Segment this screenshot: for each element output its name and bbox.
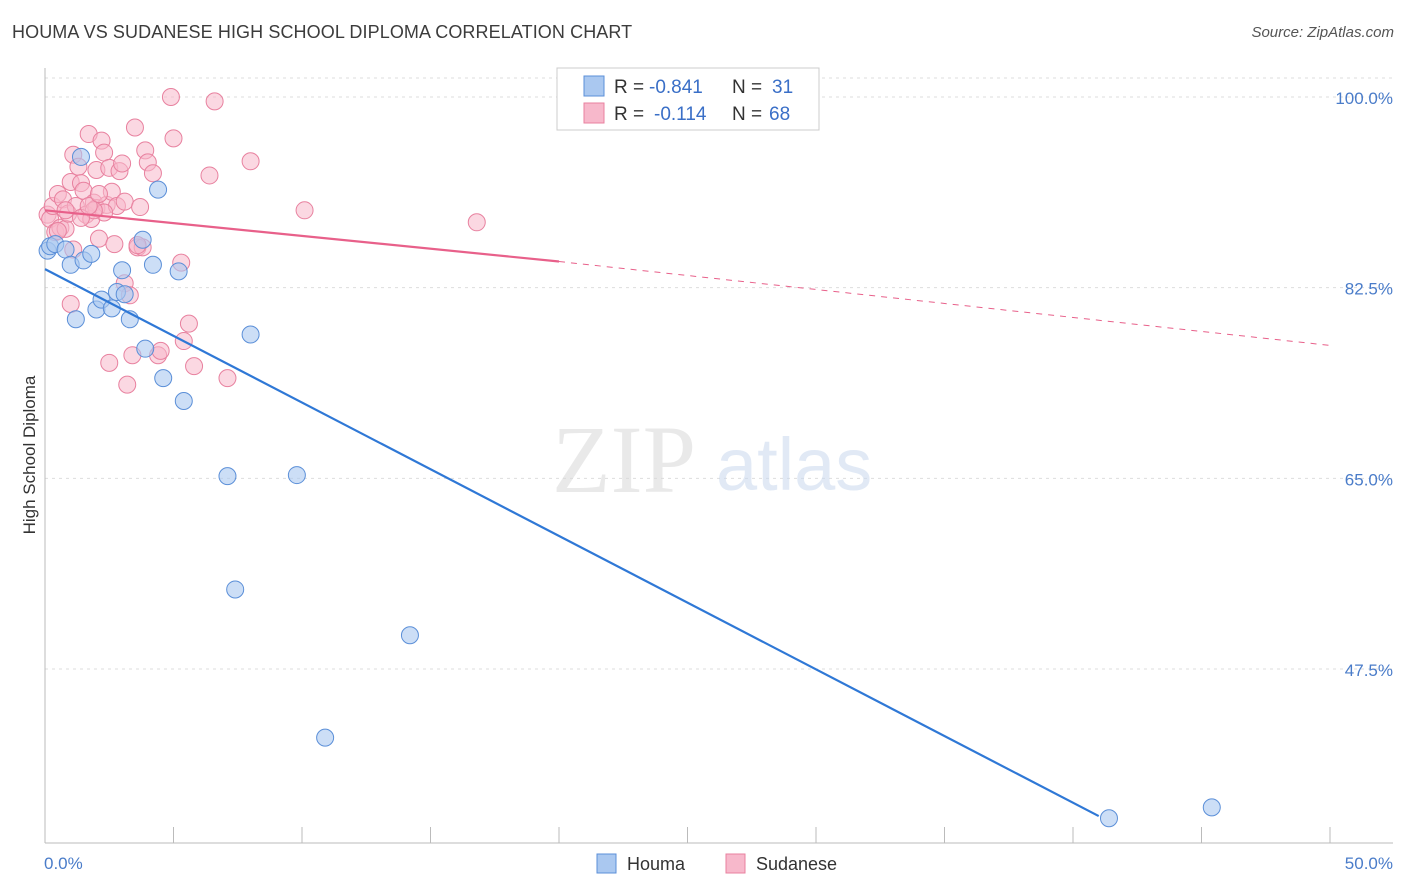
bottom-legend-swatch-houma[interactable] <box>596 853 617 874</box>
sudanese-point[interactable] <box>115 192 134 211</box>
legend-r-label-houma: R = <box>614 77 644 98</box>
x-tick-labels: 0.0% 50.0% <box>44 854 1393 873</box>
sudanese-point[interactable] <box>200 166 219 185</box>
sudanese-point[interactable] <box>89 184 108 203</box>
sudanese-point[interactable] <box>89 229 108 248</box>
sudanese-point[interactable] <box>205 92 224 111</box>
sudanese-point[interactable] <box>467 213 486 232</box>
sudanese-point[interactable] <box>164 129 183 148</box>
watermark-zip: ZIP <box>552 406 696 513</box>
sudanese-point[interactable] <box>61 295 80 314</box>
legend-n-label-sudanese: N = <box>732 104 762 125</box>
houma-point[interactable] <box>143 255 162 274</box>
stats-legend: R = -0.841 N = 31 R = -0.114 N = 68 <box>556 67 820 131</box>
axes <box>44 68 1393 844</box>
watermark-atlas: atlas <box>716 423 872 506</box>
legend-n-value-sudanese: 68 <box>769 104 790 125</box>
sudanese-point[interactable] <box>118 375 137 394</box>
legend-n-label-houma: N = <box>732 77 762 98</box>
series-legend[interactable]: Houma Sudanese <box>596 853 837 874</box>
trend-lines <box>44 209 1331 818</box>
y-axis-label: High School Diploma <box>20 375 39 534</box>
sudanese-point[interactable] <box>185 357 204 376</box>
houma-point[interactable] <box>115 285 134 304</box>
houma-point[interactable] <box>226 580 245 599</box>
chart-title: HOUMA VS SUDANESE HIGH SCHOOL DIPLOMA CO… <box>12 22 633 42</box>
houma-point[interactable] <box>149 180 168 199</box>
sudanese-point[interactable] <box>218 369 237 388</box>
sudanese-point[interactable] <box>143 164 162 183</box>
sudanese-points <box>38 88 486 394</box>
legend-r-label-sudanese: R = <box>614 104 644 125</box>
houma-point[interactable] <box>1202 798 1221 817</box>
x-ticks <box>44 827 1331 843</box>
sudanese-point[interactable] <box>56 201 75 220</box>
bottom-legend-swatch-sudanese[interactable] <box>725 853 746 874</box>
sudanese-point[interactable] <box>161 88 180 106</box>
sudanese-point[interactable] <box>179 314 198 333</box>
watermark: ZIP atlas <box>552 406 872 513</box>
sudanese-point[interactable] <box>295 201 314 220</box>
houma-point[interactable] <box>241 325 260 344</box>
sudanese-trend-line <box>44 209 560 263</box>
legend-r-value-houma: -0.841 <box>649 77 703 98</box>
houma-point[interactable] <box>169 262 188 281</box>
houma-point[interactable] <box>56 240 75 259</box>
legend-swatch-sudanese <box>583 102 605 124</box>
houma-point[interactable] <box>218 467 237 486</box>
x-tick-label-max: 50.0% <box>1345 854 1393 873</box>
sudanese-point[interactable] <box>151 341 170 360</box>
legend-r-value-sudanese: -0.114 <box>654 104 707 125</box>
sudanese-point[interactable] <box>125 118 144 137</box>
legend-swatch-houma <box>583 75 605 97</box>
houma-trend-line <box>44 268 1100 818</box>
bottom-legend-label-houma[interactable]: Houma <box>627 854 686 874</box>
houma-point[interactable] <box>1099 809 1118 828</box>
sudanese-point[interactable] <box>105 235 124 254</box>
y-tick-label: 82.5% <box>1345 280 1393 299</box>
chart-source: Source: ZipAtlas.com <box>1251 24 1394 41</box>
houma-point[interactable] <box>66 310 85 329</box>
houma-point[interactable] <box>400 626 419 645</box>
sudanese-point[interactable] <box>113 154 132 173</box>
sudanese-trend-extension <box>558 261 1331 346</box>
y-tick-label: 100.0% <box>1335 89 1393 108</box>
legend-n-value-houma: 31 <box>772 77 793 98</box>
houma-point[interactable] <box>71 147 90 166</box>
houma-point[interactable] <box>174 391 193 410</box>
houma-point[interactable] <box>113 261 132 280</box>
y-tick-labels: 100.0% 82.5% 65.0% 47.5% <box>1335 89 1393 680</box>
houma-point[interactable] <box>316 728 335 747</box>
bottom-legend-label-sudanese[interactable]: Sudanese <box>756 854 837 874</box>
houma-point[interactable] <box>136 339 155 358</box>
sudanese-point[interactable] <box>100 353 119 372</box>
sudanese-point[interactable] <box>95 143 114 162</box>
y-tick-label: 65.0% <box>1345 470 1393 489</box>
houma-point[interactable] <box>287 466 306 485</box>
sudanese-point[interactable] <box>241 152 260 171</box>
x-tick-label-min: 0.0% <box>44 854 83 873</box>
houma-point[interactable] <box>82 244 101 263</box>
houma-point[interactable] <box>154 369 173 388</box>
houma-point[interactable] <box>133 230 152 249</box>
sudanese-point[interactable] <box>131 198 150 217</box>
y-tick-label: 47.5% <box>1345 661 1393 680</box>
houma-point[interactable] <box>102 299 121 318</box>
